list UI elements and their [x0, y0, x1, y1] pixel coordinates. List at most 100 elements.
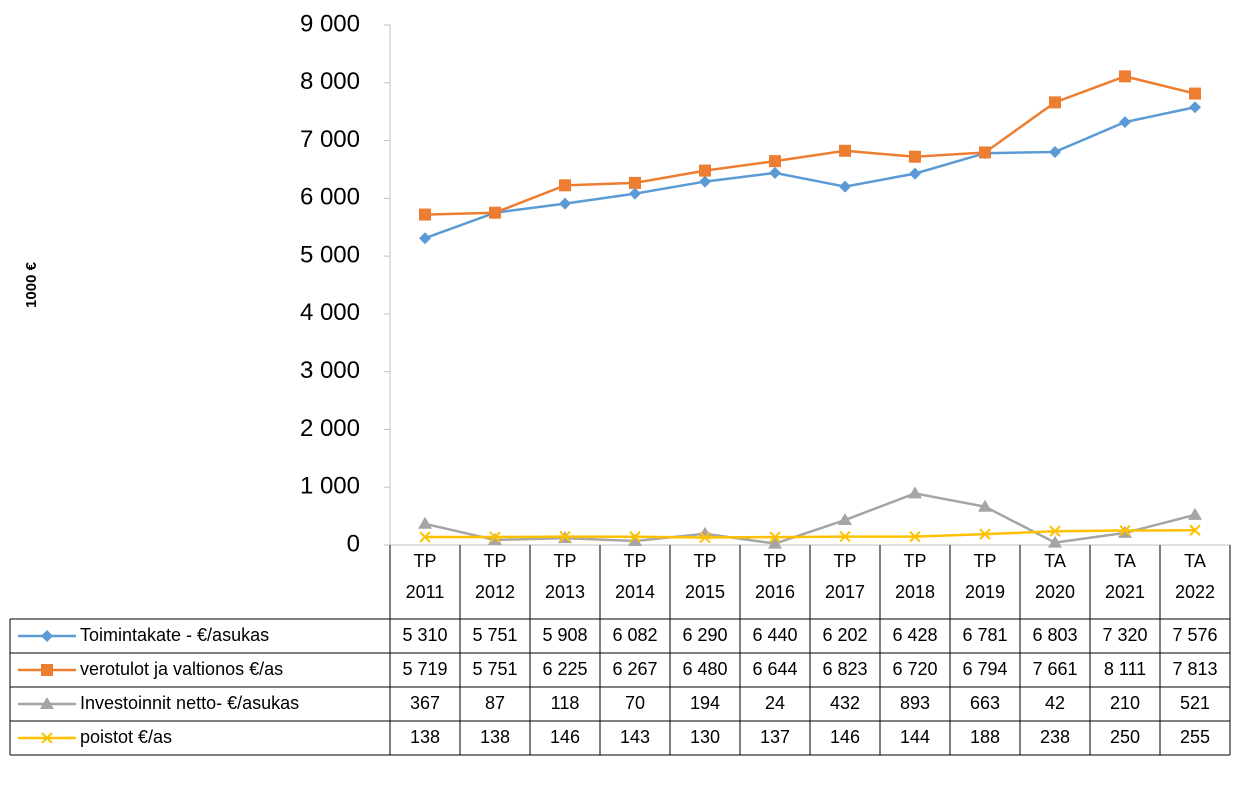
marker	[699, 175, 711, 188]
marker	[699, 164, 711, 177]
table-value: 7 661	[1032, 659, 1077, 679]
x-tick-label-line: TP	[763, 551, 786, 571]
table-value: 6 644	[752, 659, 797, 679]
x-tick-label: TA 2021	[1105, 551, 1145, 602]
marker	[559, 197, 571, 210]
marker	[978, 499, 992, 512]
marker	[979, 528, 991, 540]
marker	[489, 206, 501, 219]
x-tick-label: TP 2012	[475, 551, 515, 602]
table-value: 8 111	[1104, 659, 1146, 679]
marker	[768, 536, 782, 549]
line	[424, 492, 1196, 545]
marker	[418, 516, 432, 529]
x-tick-label: TA 2020	[1035, 551, 1075, 602]
table-value: 5 719	[402, 659, 447, 679]
marker	[419, 208, 431, 221]
x-tick-label-line: 2018	[895, 582, 935, 602]
table-value: 24	[765, 693, 785, 713]
y-tick-label: 9 000	[300, 10, 360, 37]
table-value: 5 751	[472, 625, 517, 645]
x-tick-label: TA 2022	[1175, 551, 1215, 602]
table-value: 146	[550, 727, 580, 747]
x-tick-label-line: TP	[973, 551, 996, 571]
legend-label: Toimintakate - €/asukas	[80, 625, 269, 645]
table-value: 130	[690, 727, 720, 747]
line	[424, 106, 1196, 240]
table-value: 188	[970, 727, 1000, 747]
x-tick-label-line: 2017	[825, 582, 865, 602]
table-value: 663	[970, 693, 1000, 713]
x-tick-label-line: 2022	[1175, 582, 1215, 602]
legend-label: verotulot ja valtionos €/as	[80, 659, 283, 679]
x-tick-label-line: 2012	[475, 582, 515, 602]
y-tick-label: 5 000	[300, 241, 360, 268]
table-value: 146	[830, 727, 860, 747]
table-value: 6 781	[962, 625, 1007, 645]
x-tick-label-line: 2021	[1105, 582, 1145, 602]
x-tick-label-line: 2013	[545, 582, 585, 602]
table-value: 367	[410, 693, 440, 713]
y-axis-label: 1000 €	[23, 261, 40, 308]
table-value: 6 082	[612, 625, 657, 645]
marker	[629, 531, 641, 543]
table-value: 6 823	[822, 659, 867, 679]
x-tick-label-line: 2011	[406, 582, 445, 602]
marker	[1189, 101, 1201, 114]
table-value: 138	[410, 727, 440, 747]
table-value: 7 813	[1172, 659, 1217, 679]
table-value: 893	[900, 693, 930, 713]
marker	[979, 146, 991, 159]
marker	[1119, 524, 1131, 537]
marker	[838, 513, 852, 526]
table-value: 70	[625, 693, 645, 713]
table-value: 6 290	[682, 625, 727, 645]
table-value: 6 803	[1032, 625, 1077, 645]
x-tick-label: TP 2013	[545, 551, 585, 602]
line	[424, 75, 1196, 216]
x-tick-label: TP 2016	[755, 551, 795, 602]
table-value: 255	[1180, 727, 1210, 747]
x-tick-label-line: 2014	[615, 582, 655, 602]
x-tick-label: TP 2015	[685, 551, 725, 602]
marker	[908, 486, 922, 499]
x-tick-label-line: 2020	[1035, 582, 1075, 602]
marker	[839, 530, 851, 543]
marker	[1049, 96, 1061, 109]
x-tick-label: TP 2018	[895, 551, 935, 602]
marker	[629, 176, 641, 189]
table-value: 6 794	[962, 659, 1007, 679]
marker	[1119, 70, 1131, 83]
marker	[41, 664, 53, 676]
x-tick-label-line: TP	[623, 551, 646, 571]
x-tick-label-line: TP	[833, 551, 856, 571]
table-value: 5 751	[472, 659, 517, 679]
x-tick-label: TP 2019	[965, 551, 1005, 602]
table-value: 238	[1040, 727, 1070, 747]
y-tick-label: 7 000	[300, 126, 360, 153]
x-tick-label-line: TP	[903, 551, 926, 571]
x-tick-label-line: TP	[553, 551, 576, 571]
y-tick-label: 3 000	[300, 357, 360, 384]
x-tick-label-line: TA	[1184, 551, 1206, 571]
marker	[488, 532, 502, 545]
table-value: 7 320	[1102, 625, 1147, 645]
marker	[41, 630, 53, 642]
table-value: 5 310	[402, 625, 447, 645]
marker	[769, 531, 781, 543]
marker	[909, 167, 921, 180]
table-value: 7 576	[1172, 625, 1217, 645]
marker	[1049, 525, 1061, 537]
y-tick-label: 6 000	[300, 184, 360, 211]
x-tick-label-line: TA	[1114, 551, 1136, 571]
x-tick-label-line: 2015	[685, 582, 725, 602]
table-value: 210	[1110, 693, 1140, 713]
x-tick-label-line: TP	[693, 551, 716, 571]
table-value: 6 480	[682, 659, 727, 679]
table-value: 143	[620, 727, 650, 747]
marker	[1188, 507, 1202, 520]
table-value: 87	[485, 693, 505, 713]
marker	[629, 187, 641, 200]
marker	[489, 531, 501, 543]
